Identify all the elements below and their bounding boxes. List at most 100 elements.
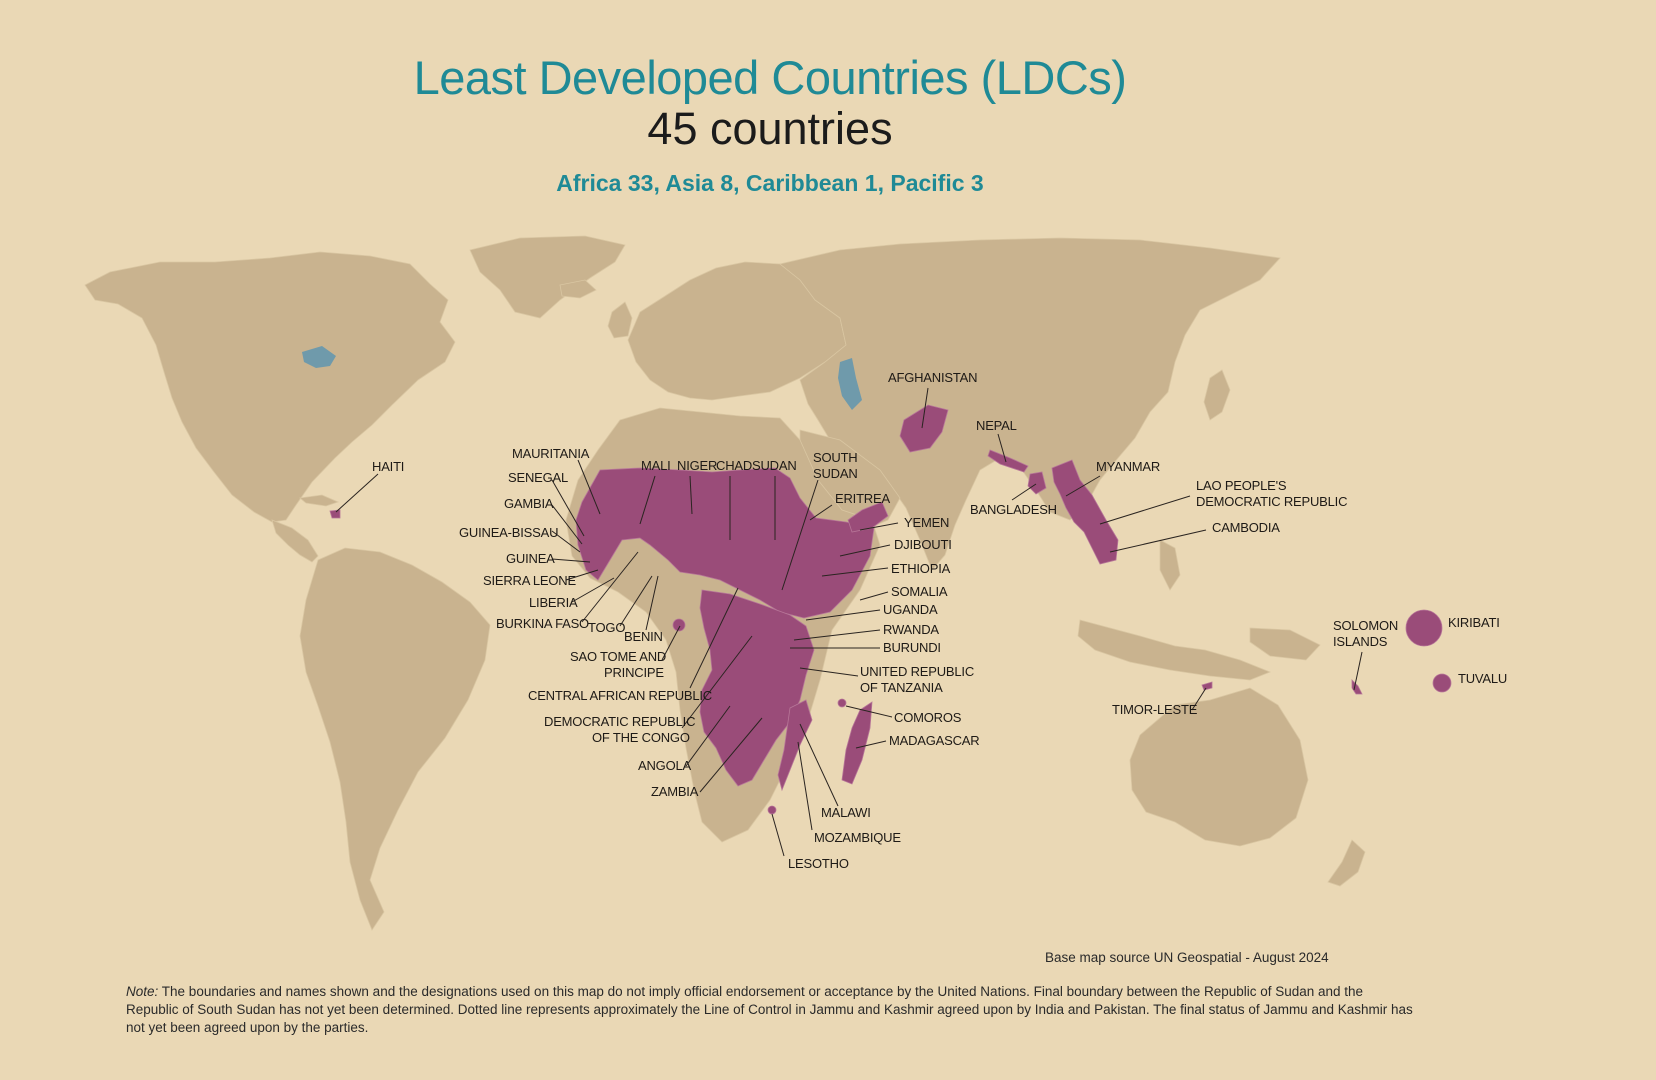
rwanda-leader: [793, 629, 881, 641]
new-guinea-shape: [1249, 627, 1321, 661]
label-nepal: NEPAL: [976, 418, 1017, 433]
label-bangladesh: BANGLADESH: [970, 502, 1057, 517]
label-mauritania: MAURITANIA: [512, 446, 590, 461]
yemen-shape: [847, 501, 889, 533]
mali-leader: [639, 475, 656, 525]
label-ethiopia: ETHIOPIA: [891, 561, 951, 576]
label-rwanda: RWANDA: [883, 622, 939, 637]
south-sudan-leader: [781, 479, 819, 591]
cambodia-leader: [1109, 529, 1207, 553]
niger-leader: [689, 475, 693, 515]
label-mozambique: MOZAMBIQUE: [814, 830, 901, 845]
label-yemen: YEMEN: [904, 515, 949, 530]
label-mali: MALI: [641, 458, 671, 473]
cuba-shape: [299, 494, 340, 507]
sierra-leone-leader: [565, 569, 599, 581]
central-america-shape: [271, 519, 319, 563]
solomon-islands-shape: [1351, 679, 1363, 695]
label-liberia: LIBERIA: [529, 595, 578, 610]
country-count: 45 countries: [647, 103, 893, 154]
label-djibouti: DJIBOUTI: [894, 537, 952, 552]
burkina-faso-leader: [581, 551, 639, 623]
label-zambia: ZAMBIA: [651, 784, 699, 799]
label-solomon-line1: SOLOMON: [1333, 618, 1398, 633]
drc-leader: [681, 635, 753, 729]
nepal-leader: [997, 433, 1007, 463]
label-drc-line1: DEMOCRATIC REPUBLIC: [544, 714, 695, 729]
label-afghanistan: AFGHANISTAN: [888, 370, 977, 385]
senegal-leader: [551, 479, 585, 537]
japan-shape: [1203, 369, 1231, 421]
philippines-shape: [1159, 539, 1181, 591]
lesotho-leader: [771, 813, 785, 857]
gambia-leader: [551, 504, 583, 545]
label-car: CENTRAL AFRICAN REPUBLIC: [528, 688, 712, 703]
djibouti-leader: [839, 544, 891, 557]
map-title: Least Developed Countries (LDCs): [413, 51, 1127, 104]
yemen-leader: [859, 522, 899, 531]
indonesia-shape: [1077, 619, 1272, 681]
label-togo: TOGO: [588, 620, 625, 635]
bangladesh-shape: [1027, 471, 1047, 495]
label-sudan: SUDAN: [752, 458, 797, 473]
map-source: Base map source UN Geospatial - August 2…: [1045, 950, 1329, 965]
mozambique-leader: [797, 741, 813, 831]
label-somalia: SOMALIA: [891, 584, 948, 599]
car-leader: [689, 587, 739, 689]
label-tuvalu: TUVALU: [1458, 671, 1507, 686]
togo-leader: [619, 575, 653, 627]
afghanistan-leader: [921, 387, 929, 429]
label-kiribati: KIRIBATI: [1448, 615, 1500, 630]
label-chad: CHAD: [716, 458, 752, 473]
label-south-sudan-line2: SUDAN: [813, 466, 858, 481]
regional-breakdown: Africa 33, Asia 8, Caribbean 1, Pacific …: [556, 170, 984, 196]
lao-leader: [1099, 495, 1191, 525]
label-angola: ANGOLA: [638, 758, 692, 773]
malawi-leader: [799, 723, 839, 807]
label-guinea-bissau: GUINEA-BISSAU: [459, 525, 558, 540]
label-myanmar: MYANMAR: [1096, 459, 1160, 474]
label-uganda: UGANDA: [883, 602, 938, 617]
tanzania-leader: [799, 667, 859, 677]
bangladesh-leader: [1011, 483, 1037, 501]
sao-tome-leader: [661, 625, 681, 661]
uganda-leader: [805, 609, 881, 621]
label-haiti: HAITI: [372, 459, 404, 474]
label-burkina-faso: BURKINA FASO: [496, 616, 589, 631]
australia-shape: [1129, 687, 1309, 847]
label-malawi: MALAWI: [821, 805, 871, 820]
nepal-shape: [987, 449, 1029, 473]
label-sao-tome-line1: SAO TOME AND: [570, 649, 666, 664]
angola-leader: [685, 705, 731, 767]
tuvalu-shape: [1432, 673, 1452, 693]
greenland-shape: [469, 235, 626, 319]
comoros-leader: [845, 705, 893, 718]
label-south-sudan-line1: SOUTH: [813, 450, 858, 465]
north-america-shape: [84, 251, 456, 523]
ldc-regions: [329, 404, 1452, 815]
guinea-leader: [551, 558, 591, 563]
great-lakes-shape: [302, 346, 336, 368]
label-gambia: GAMBIA: [504, 496, 554, 511]
eritrea-leader: [809, 504, 833, 521]
new-zealand-shape: [1327, 839, 1366, 887]
timor-leste-leader: [1191, 687, 1207, 711]
somalia-leader: [859, 591, 889, 601]
guinea-bissau-leader: [551, 530, 581, 553]
label-senegal: SENEGAL: [508, 470, 568, 485]
myanmar-leader: [1065, 475, 1101, 497]
kiribati-shape: [1405, 609, 1443, 647]
label-lao-line1: LAO PEOPLE'S: [1196, 478, 1287, 493]
label-drc-line2: OF THE CONGO: [592, 730, 690, 745]
label-sierra-leone: SIERRA LEONE: [483, 573, 576, 588]
haiti-leader: [335, 473, 379, 513]
zambia-leader: [699, 717, 763, 793]
solomon-leader: [1353, 651, 1363, 691]
afghanistan-shape: [899, 404, 949, 453]
label-solomon-line2: ISLANDS: [1333, 634, 1388, 649]
iceland-shape: [559, 279, 597, 299]
label-niger: NIGER: [677, 458, 717, 473]
label-eritrea: ERITREA: [835, 491, 890, 506]
sahel-ldc-shape: [575, 467, 875, 619]
